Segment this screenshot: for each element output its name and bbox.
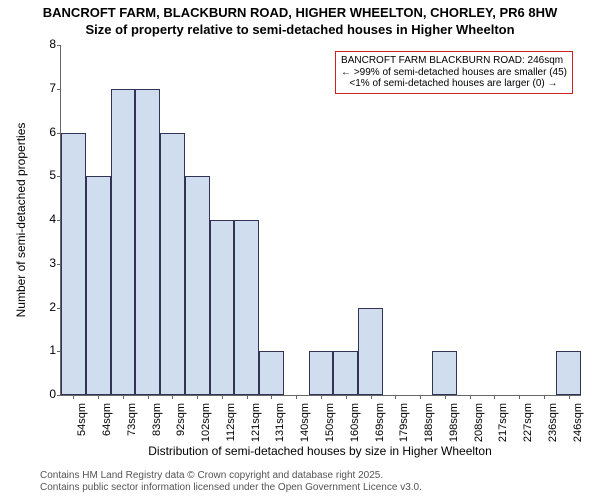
ytick-label: 8	[26, 37, 56, 51]
xtick-label: 217sqm	[497, 403, 509, 453]
ytick-mark	[57, 89, 61, 90]
xtick-mark	[98, 395, 99, 399]
xtick-mark	[346, 395, 347, 399]
xtick-label: 208sqm	[473, 403, 485, 453]
xtick-label: 160sqm	[349, 403, 361, 453]
xtick-label: 112sqm	[225, 403, 237, 453]
xtick-mark	[321, 395, 322, 399]
callout-line-1: ← >99% of semi-detached houses are small…	[341, 67, 567, 79]
xtick-mark	[395, 395, 396, 399]
xtick-label: 140sqm	[299, 403, 311, 453]
callout-line-0: BANCROFT FARM BLACKBURN ROAD: 246sqm	[341, 55, 567, 67]
bar	[309, 351, 334, 395]
xtick-label: 54sqm	[76, 403, 88, 453]
xtick-mark	[247, 395, 248, 399]
bar	[86, 176, 111, 395]
xtick-mark	[371, 395, 372, 399]
callout-line-2: <1% of semi-detached houses are larger (…	[341, 78, 567, 90]
xtick-mark	[544, 395, 545, 399]
callout-box: BANCROFT FARM BLACKBURN ROAD: 246sqm ← >…	[335, 51, 573, 94]
xtick-mark	[148, 395, 149, 399]
bar	[432, 351, 457, 395]
ytick-label: 2	[26, 300, 56, 314]
title-line1: BANCROFT FARM, BLACKBURN ROAD, HIGHER WH…	[0, 5, 600, 20]
xtick-mark	[73, 395, 74, 399]
ytick-label: 5	[26, 168, 56, 182]
xtick-label: 150sqm	[324, 403, 336, 453]
bar	[61, 133, 86, 396]
ytick-label: 3	[26, 256, 56, 270]
xtick-mark	[420, 395, 421, 399]
ytick-label: 6	[26, 125, 56, 139]
xtick-label: 246sqm	[572, 403, 584, 453]
plot-area: BANCROFT FARM BLACKBURN ROAD: 246sqm ← >…	[60, 45, 581, 396]
xtick-label: 73sqm	[126, 403, 138, 453]
xtick-mark	[569, 395, 570, 399]
xtick-mark	[494, 395, 495, 399]
xtick-label: 102sqm	[200, 403, 212, 453]
xtick-mark	[445, 395, 446, 399]
xtick-label: 92sqm	[175, 403, 187, 453]
xtick-mark	[123, 395, 124, 399]
xtick-label: 169sqm	[374, 403, 386, 453]
bar	[135, 89, 160, 395]
ytick-label: 4	[26, 212, 56, 226]
xtick-mark	[519, 395, 520, 399]
ytick-label: 7	[26, 81, 56, 95]
xtick-mark	[271, 395, 272, 399]
ytick-mark	[57, 395, 61, 396]
ytick-label: 1	[26, 343, 56, 357]
footer-line1: Contains HM Land Registry data © Crown c…	[40, 470, 422, 482]
xtick-label: 131sqm	[274, 403, 286, 453]
bar	[185, 176, 210, 395]
xtick-label: 83sqm	[151, 403, 163, 453]
xtick-label: 198sqm	[448, 403, 460, 453]
xtick-label: 64sqm	[101, 403, 113, 453]
xtick-label: 179sqm	[398, 403, 410, 453]
bar	[358, 308, 383, 396]
bar	[210, 220, 235, 395]
xtick-label: 121sqm	[250, 403, 262, 453]
bar	[259, 351, 284, 395]
ytick-mark	[57, 45, 61, 46]
bar	[333, 351, 358, 395]
bar	[160, 133, 185, 396]
xtick-mark	[222, 395, 223, 399]
footer-line2: Contains public sector information licen…	[40, 482, 422, 494]
bar	[111, 89, 136, 395]
bar	[234, 220, 259, 395]
xtick-label: 236sqm	[547, 403, 559, 453]
xtick-mark	[172, 395, 173, 399]
title-line2: Size of property relative to semi-detach…	[0, 22, 600, 37]
xtick-mark	[296, 395, 297, 399]
footer: Contains HM Land Registry data © Crown c…	[40, 470, 422, 494]
xtick-mark	[197, 395, 198, 399]
chart-container: BANCROFT FARM, BLACKBURN ROAD, HIGHER WH…	[0, 0, 600, 500]
xtick-mark	[470, 395, 471, 399]
xtick-label: 227sqm	[522, 403, 534, 453]
xtick-label: 188sqm	[423, 403, 435, 453]
bar	[556, 351, 581, 395]
ytick-label: 0	[26, 387, 56, 401]
